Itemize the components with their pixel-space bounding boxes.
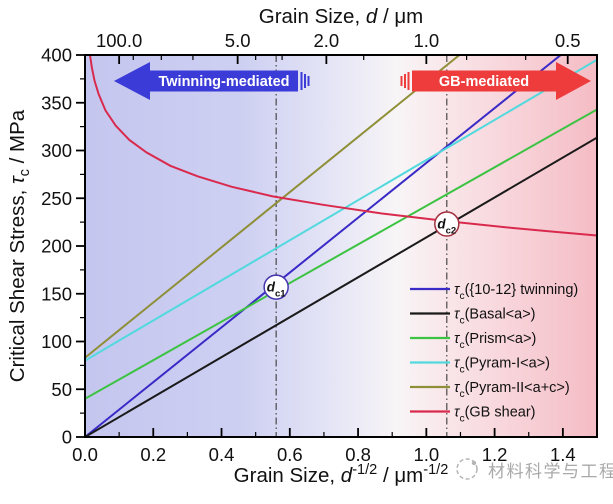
right-arrow-shape xyxy=(412,62,591,100)
legend-label-twinning: τc({10-12} twinning) xyxy=(454,282,578,302)
top-axis-tick-label: 1.0 xyxy=(413,30,439,51)
legend-label-prism: τc(Prism<a>) xyxy=(454,331,536,351)
left-arrow-label: Twinning-mediated xyxy=(158,74,289,90)
critical-point-label-dc1: dc1 xyxy=(267,280,287,300)
legend-label-pyram-1: τc(Pyram-I<a>) xyxy=(454,356,550,376)
plot-background-layer xyxy=(85,55,597,437)
y-axis-tick-label: 250 xyxy=(41,188,72,209)
legend-label-pyram-2: τc(Pyram-II<a+c>) xyxy=(454,380,570,400)
y-axis-tick-label: 200 xyxy=(41,236,72,257)
legend: τc({10-12} twinning) τc(Basal<a>) τc(Prism… xyxy=(410,282,578,425)
watermark-logo-icon xyxy=(456,458,478,480)
series-line-twinning xyxy=(85,55,562,437)
top-axis-tick-label: 5.0 xyxy=(225,30,251,51)
y-axis-tick-label: 150 xyxy=(41,283,72,304)
watermark-text: 材料科学与工程 xyxy=(488,462,613,481)
plot-background xyxy=(85,55,597,437)
x-axis-tick-label: 1.2 xyxy=(482,444,508,465)
y-axis-tick-label: 50 xyxy=(51,379,72,400)
watermark: 材料科学与工程 xyxy=(456,458,613,481)
y-axis-tick-label: 400 xyxy=(41,45,72,66)
legend-label-basal: τc(Basal<a>) xyxy=(454,307,536,327)
top-axis-title: Grain Size, d / μm xyxy=(259,5,424,28)
y-axis-tick-label: 350 xyxy=(41,92,72,113)
series-line-pyram-2 xyxy=(85,55,461,359)
top-axis-tick-label: 0.5 xyxy=(555,30,581,51)
top-axis-tick-label: 100.0 xyxy=(96,30,142,51)
y-axis-title: Critical Shear Stress, τc / MPa xyxy=(6,109,33,382)
x-axis-tick-label: 0.0 xyxy=(72,444,98,465)
x-axis-tick-label: 1.0 xyxy=(413,444,439,465)
top-axis-tick-label: 2.0 xyxy=(313,30,339,51)
y-axis-tick-label: 0 xyxy=(62,427,72,448)
y-axis-tick-label: 300 xyxy=(41,140,72,161)
critical-point-circle-dc1 xyxy=(263,274,289,300)
watermark-logo-dot xyxy=(471,460,477,466)
x-axis-tick-label: 0.2 xyxy=(140,444,166,465)
x-axis-tick-label: 1.4 xyxy=(550,444,576,465)
critical-point-label-dc2: dc2 xyxy=(437,217,456,237)
critical-point-markers: dc1 dc2 xyxy=(263,211,460,300)
legend-label-gb-shear: τc(GB shear) xyxy=(454,405,536,425)
axis-titles: Grain Size, d / μm Grain Size, d-1/2 / μm… xyxy=(6,5,448,487)
series-line-basal xyxy=(85,136,597,437)
series-line-pyram-1 xyxy=(85,58,597,362)
right-arrow-label: GB-mediated xyxy=(439,74,529,90)
bottom-axis-title: Grain Size, d-1/2 / μm-1/2 xyxy=(234,462,449,487)
y-axis-tick-label: 100 xyxy=(41,331,72,352)
regime-arrows: Twinning-mediated GB-mediated xyxy=(114,62,591,100)
left-arrow-shape xyxy=(114,62,298,100)
critical-size-guide-lines xyxy=(275,55,448,437)
x-axis-tick-label: 0.4 xyxy=(209,444,235,465)
x-axis-tick-label: 0.8 xyxy=(345,444,371,465)
series-line-prism xyxy=(85,108,597,400)
x-axis-tick-label: 0.6 xyxy=(277,444,303,465)
critical-point-circle-dc2 xyxy=(434,211,460,237)
axes-frame-and-ticks: 0.0 0.2 0.4 0.6 0.8 1.0 1.2 1.4 100.0 5.0 2.0 1.0 0.… xyxy=(41,30,598,465)
